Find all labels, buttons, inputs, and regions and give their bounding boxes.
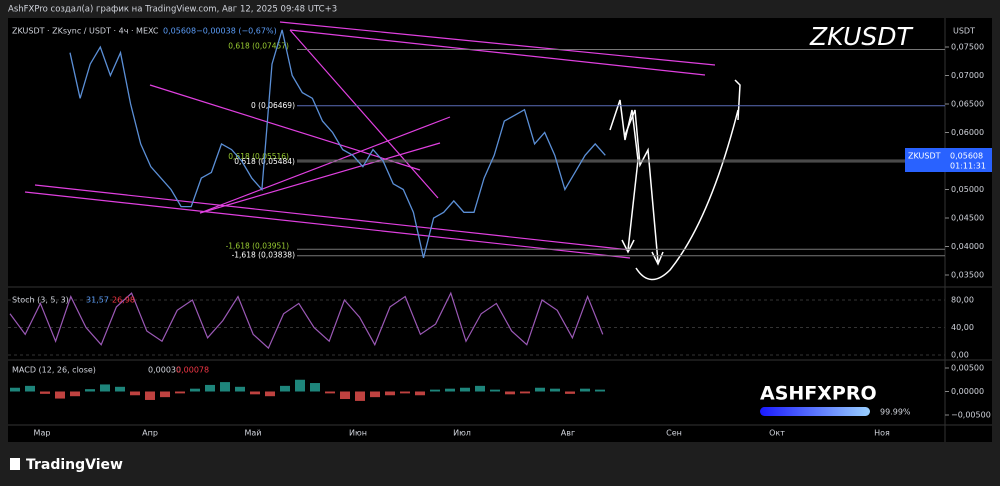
date-label: Апр xyxy=(142,429,158,438)
macd-bar xyxy=(205,384,215,392)
date-label: Мар xyxy=(34,429,51,438)
macd-bar xyxy=(25,385,35,392)
macd-bar xyxy=(415,391,425,396)
date-label: Май xyxy=(244,429,261,438)
title: ZKUSDT xyxy=(809,22,913,51)
date-label: Сен xyxy=(666,429,682,438)
macd-bar xyxy=(355,391,365,401)
macd-bar xyxy=(550,388,560,392)
fib-label: -1,618 (0,03951) xyxy=(226,241,290,250)
stoch-d: 26,98 xyxy=(112,296,135,305)
macd-tick-label: −0,00500 xyxy=(951,411,991,420)
macd-bar xyxy=(520,391,530,394)
macd-tick-label: 0,00500 xyxy=(951,364,984,373)
macd-bar xyxy=(160,391,170,398)
macd-bar xyxy=(10,387,20,392)
tag-bg xyxy=(905,148,945,172)
macd-bar xyxy=(535,387,545,392)
macd-bar xyxy=(565,391,575,394)
macd-bar xyxy=(445,388,455,392)
stoch-k: 31,57 xyxy=(86,296,109,305)
price-tick-label: 0,07500 xyxy=(951,43,984,52)
macd-bar xyxy=(40,391,50,394)
macd-bar xyxy=(265,391,275,397)
legend-symbol: ZKUSDT · ZKsync / USDT · 4ч · MEXC xyxy=(12,27,159,36)
macd-bar xyxy=(310,383,320,392)
macd-bar xyxy=(385,391,395,396)
stoch-tick-label: 40,00 xyxy=(951,323,974,332)
date-label: Авг xyxy=(561,429,575,438)
fib-label: -1,618 (0,03838) xyxy=(232,251,296,260)
footer-logo: TradingView xyxy=(26,457,123,473)
fib-label: 0,618 (0,05516) xyxy=(228,152,289,161)
stoch-line xyxy=(9,291,604,350)
watermark-bar xyxy=(760,407,870,416)
fib-label: 0 (0,06469) xyxy=(251,101,295,110)
macd-bar xyxy=(70,391,80,397)
legend-last: 0,05608 xyxy=(163,27,196,36)
chart-area xyxy=(8,18,992,442)
macd-bar xyxy=(85,389,95,392)
macd-bar xyxy=(190,388,200,392)
macd-bar xyxy=(595,389,605,392)
trendlines xyxy=(24,21,716,259)
macd-bar xyxy=(235,386,245,392)
price-tick-label: 0,04000 xyxy=(951,242,984,251)
macd-tick-label: 0,00000 xyxy=(951,387,984,396)
price-unit: USDT xyxy=(953,27,975,36)
macd-name: MACD (12, 26, close) xyxy=(12,366,96,375)
price-tick-label: 0,07000 xyxy=(951,71,984,80)
price-tick-label: 0,06000 xyxy=(951,128,984,137)
tag-timer: 01:11:31 xyxy=(950,162,986,171)
macd-bar xyxy=(145,391,155,400)
stoch-tick-label: 0,00 xyxy=(951,351,969,360)
date-label: Ноя xyxy=(874,429,890,438)
watermark-brand: ASHFXPRO xyxy=(760,383,877,405)
legend-change: −0,00038 (−0,67%) xyxy=(196,27,277,36)
stoch-name: Stoch (3, 5, 3) xyxy=(12,296,69,305)
macd-bar xyxy=(340,391,350,400)
macd-bar xyxy=(325,391,335,394)
macd-bar xyxy=(295,379,305,392)
stoch-tick-label: 80,00 xyxy=(951,296,974,305)
macd-bar xyxy=(430,389,440,392)
macd-v1: 0,00030 xyxy=(148,366,181,375)
macd-bar xyxy=(460,387,470,392)
header: AshFXPro создал(а) график на TradingView… xyxy=(8,5,337,15)
macd-bar xyxy=(220,382,230,392)
price-tick-label: 0,05000 xyxy=(951,185,984,194)
price-tick-label: 0,06500 xyxy=(951,100,984,109)
macd-bar xyxy=(400,391,410,394)
macd-bar xyxy=(55,391,65,399)
macd-bar xyxy=(280,385,290,392)
macd-bar xyxy=(250,391,260,395)
fib-label: 0,618 (0,07457) xyxy=(228,41,289,50)
date-label: Июл xyxy=(453,429,471,438)
watermark-percent: 99.99% xyxy=(880,408,911,417)
macd-bar xyxy=(475,385,485,392)
price-line xyxy=(69,29,606,259)
date-label: Июн xyxy=(349,429,367,438)
tag-price: 0,05608 xyxy=(950,152,983,161)
macd-v2: 0,00078 xyxy=(176,366,209,375)
macd-bar xyxy=(580,388,590,392)
macd-bar xyxy=(175,391,185,394)
macd-bar xyxy=(130,391,140,396)
price-tick-label: 0,03500 xyxy=(951,271,984,280)
macd-bar xyxy=(505,391,515,395)
macd-bar xyxy=(490,389,500,392)
macd-bar xyxy=(370,391,380,398)
tag-symbol: ZKUSDT xyxy=(908,152,941,161)
macd-bar xyxy=(100,384,110,392)
price-tick-label: 0,04500 xyxy=(951,214,984,223)
date-label: Окт xyxy=(769,429,785,438)
macd-bar xyxy=(115,386,125,392)
logo-icon xyxy=(10,458,20,470)
price-tag-bg xyxy=(945,148,992,172)
